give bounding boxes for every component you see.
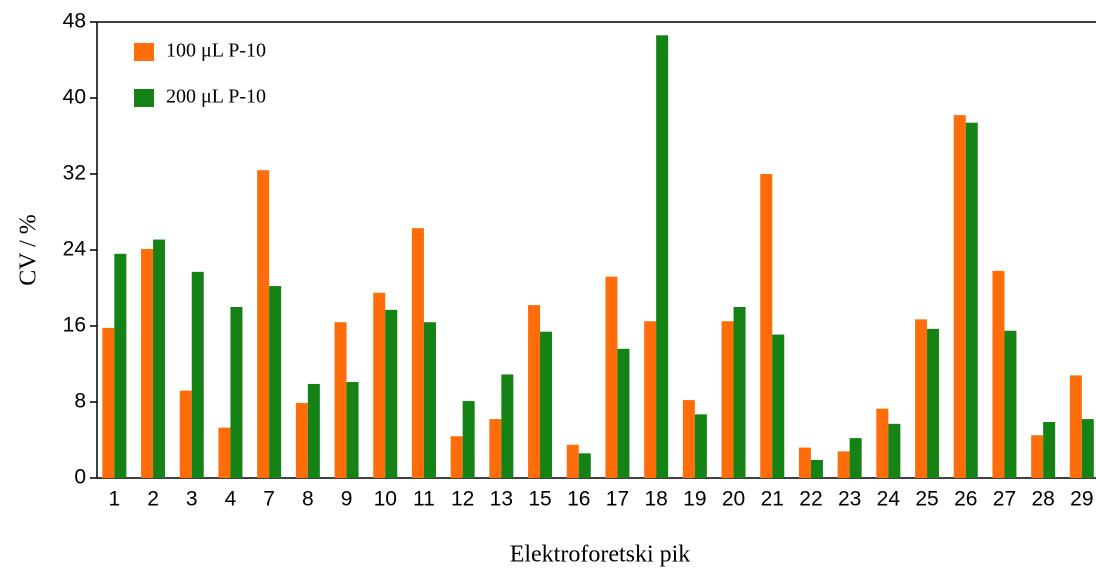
x-tick-label: 26: [954, 488, 977, 511]
legend-swatch: [134, 43, 154, 61]
bar: [798, 447, 811, 478]
bar: [644, 321, 657, 478]
bar: [153, 239, 166, 478]
bar: [1043, 421, 1056, 478]
bar: [540, 331, 553, 478]
x-tick-label: 17: [606, 488, 629, 511]
bar: [179, 390, 192, 478]
bar: [373, 292, 386, 478]
bar: [888, 423, 901, 478]
bar: [605, 276, 618, 478]
bar: [489, 419, 502, 478]
bar: [760, 174, 773, 478]
x-tick-label: 2: [147, 488, 159, 511]
bar: [450, 436, 463, 478]
x-tick-label: 12: [451, 488, 474, 511]
bar: [307, 383, 320, 478]
bar: [385, 309, 398, 478]
x-tick-label: 11: [413, 488, 435, 511]
x-tick-label: 9: [341, 488, 353, 511]
bar: [1004, 330, 1017, 478]
bar: [1069, 375, 1082, 478]
y-tick-label: 48: [63, 10, 86, 33]
bar: [927, 328, 940, 478]
bar: [191, 271, 204, 478]
bar: [1081, 419, 1094, 478]
bar: [141, 249, 154, 478]
bar: [721, 321, 734, 478]
bar: [965, 122, 978, 478]
x-tick-label: 10: [374, 488, 397, 511]
bar: [656, 35, 669, 479]
bar: [566, 444, 579, 478]
bar: [295, 402, 308, 478]
legend-label: 100 μL P-10: [166, 40, 266, 62]
y-tick-label: 24: [63, 238, 87, 261]
legend-swatch: [134, 89, 154, 107]
x-tick-label: 18: [644, 488, 667, 511]
x-tick-label: 13: [490, 488, 513, 511]
x-tick-label: 24: [877, 488, 901, 511]
y-tick-label: 0: [74, 466, 86, 489]
x-tick-label: 7: [263, 488, 275, 511]
bar: [617, 348, 630, 478]
legend-label: 200 μL P-10: [166, 86, 266, 108]
x-tick-label: 19: [683, 488, 706, 511]
bar: [230, 307, 243, 478]
bar: [992, 270, 1005, 478]
bar: [411, 228, 424, 478]
x-tick-label: 29: [1070, 488, 1093, 511]
x-tick-label: 3: [186, 488, 198, 511]
x-tick-label: 15: [528, 488, 551, 511]
bar: [810, 459, 823, 478]
y-tick-label: 40: [63, 86, 86, 109]
bar: [257, 170, 270, 478]
x-tick-label: 21: [761, 488, 784, 511]
bar: [423, 322, 436, 478]
bar: [528, 305, 541, 478]
x-tick-label: 4: [225, 488, 237, 511]
x-tick-label: 16: [567, 488, 590, 511]
bar: [501, 374, 514, 478]
bar: [114, 253, 127, 478]
x-tick-label: 20: [722, 488, 745, 511]
bar: [733, 307, 746, 478]
bar: [953, 115, 966, 478]
x-tick-label: 22: [799, 488, 822, 511]
x-tick-label: 1: [109, 488, 121, 511]
x-tick-label: 25: [915, 488, 938, 511]
x-tick-label: 23: [838, 488, 861, 511]
bar: [578, 453, 591, 478]
bar: [682, 400, 695, 478]
x-tick-label: 8: [302, 488, 314, 511]
bar: [694, 414, 707, 478]
bar: [876, 408, 889, 478]
x-tick-label: 28: [1031, 488, 1054, 511]
x-tick-label: 27: [993, 488, 1016, 511]
bar: [269, 286, 282, 478]
bar: [837, 451, 850, 478]
bar: [334, 322, 347, 478]
bar: [772, 334, 785, 478]
y-tick-label: 32: [63, 162, 86, 185]
bar: [462, 401, 475, 478]
bar: [218, 427, 231, 478]
y-tick-label: 16: [63, 314, 86, 337]
y-tick-label: 8: [74, 390, 86, 413]
bar: [849, 438, 862, 478]
bar: [915, 319, 928, 478]
bar: [102, 327, 115, 478]
bar: [1031, 435, 1044, 478]
x-axis-title: Elektroforetski pik: [510, 542, 691, 568]
y-axis-title: CV / %: [16, 214, 42, 286]
bar: [346, 382, 359, 478]
